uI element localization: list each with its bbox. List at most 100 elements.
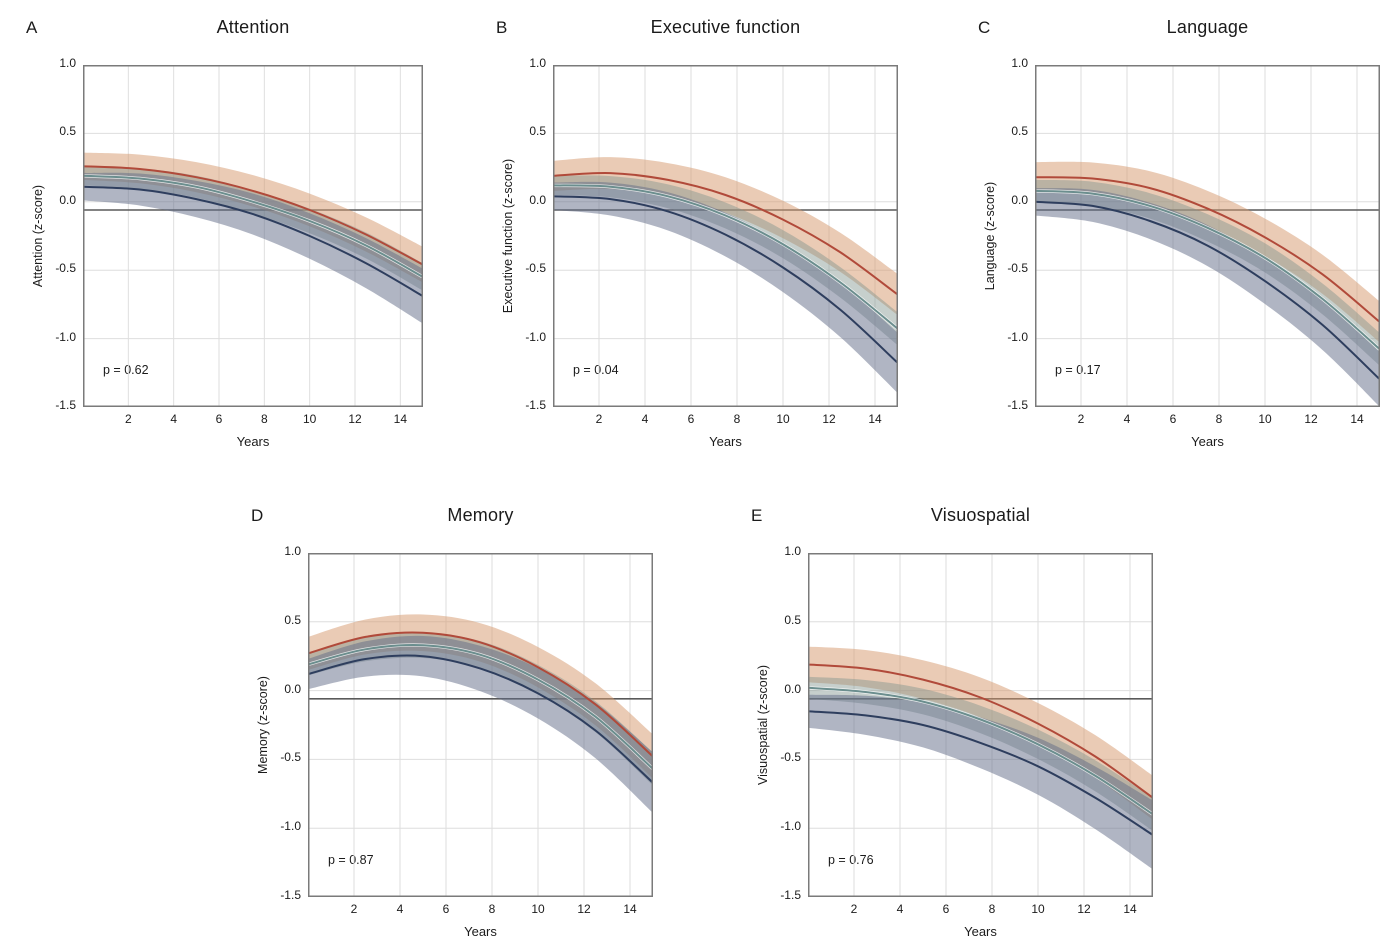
red-confidence-band [808,646,1153,820]
panel-title: Executive function [650,17,801,37]
red-trend-line [83,165,423,266]
x-tick-label: 12 [822,412,836,426]
y-tick-label: 0.5 [784,612,801,627]
y-tick-label: -1.0 [280,819,301,834]
x-tick-label: 12 [577,902,591,916]
teal-trend-line [808,686,1153,816]
x-tick-label: 4 [170,412,177,426]
x-tick-label: 10 [1031,902,1045,916]
x-tick-label: 14 [1123,902,1137,916]
red-trend-line [553,171,898,296]
x-tick-label: 14 [868,412,882,426]
panel-letter: B [496,18,508,37]
teal-trend-line [83,174,423,278]
panel-letter: C [978,18,991,37]
x-tick-label: 8 [733,412,741,426]
x-tick-label: 10 [531,902,545,916]
x-tick-label: 10 [1258,412,1272,426]
y-tick-label: -0.5 [1007,261,1028,276]
navy-confidence-band [308,635,653,814]
y-tick-label: 0.0 [529,192,546,207]
navy-confidence-band [1035,188,1380,407]
x-tick-label: 12 [1077,902,1091,916]
red-trend-line [808,663,1153,799]
x-tick-label: 6 [1169,412,1177,426]
y-tick-label: 0.5 [284,612,301,627]
y-tick-label: -0.5 [525,261,546,276]
teal-trend-line [1035,189,1380,351]
p-value-label: p = 0.04 [573,363,619,377]
x-tick-label: 2 [124,412,132,426]
panel-title: Attention [216,17,290,37]
x-tick-label: 4 [1123,412,1131,426]
y-tick-label: 1.0 [59,56,76,70]
teal-confidence-band [808,676,1153,831]
y-tick-label: -1.5 [280,888,301,902]
panel-letter: A [26,18,38,37]
x-tick-label: 14 [623,902,637,916]
x-axis-label: Years [964,924,997,939]
plot-border [83,65,423,407]
x-axis-label: Years [236,434,270,449]
x-tick-label: 2 [350,902,358,916]
y-tick-label: 1.0 [284,544,301,558]
plot-border [1035,65,1380,407]
panel-plot-area [1035,65,1380,407]
y-tick-label: 0.0 [784,681,801,696]
x-tick-label: 14 [393,412,407,426]
p-value-label: p = 0.76 [828,853,874,867]
p-value-label: p = 0.17 [1055,363,1101,377]
x-tick-label: 12 [348,412,362,426]
y-tick-label: -0.5 [55,261,76,276]
x-tick-label: 8 [260,412,268,426]
x-tick-label: 12 [1304,412,1318,426]
y-tick-label: 0.5 [59,124,76,139]
y-tick-label: -1.0 [525,329,546,344]
navy-trend-line [808,710,1153,836]
navy-confidence-band [83,172,423,324]
x-tick-label: 10 [776,412,790,426]
y-tick-label: 0.5 [1011,124,1028,139]
red-trend-line [1035,176,1380,323]
x-tick-label: 6 [215,412,223,426]
panel-letter: D [251,506,264,525]
x-tick-label: 8 [1215,412,1223,426]
x-tick-label: 4 [396,902,404,916]
navy-trend-line [308,654,653,784]
x-tick-label: 4 [896,902,904,916]
y-tick-label: -1.0 [55,329,76,344]
x-tick-label: 2 [595,412,603,426]
navy-trend-line [83,185,423,298]
y-tick-label: -0.5 [280,750,301,765]
x-tick-label: 2 [1077,412,1085,426]
red-confidence-band [1035,161,1380,343]
y-tick-label: 1.0 [784,544,801,558]
y-tick-label: -1.5 [1007,398,1028,412]
y-tick-label: 1.0 [1011,56,1028,70]
y-tick-label: 1.0 [529,56,546,70]
x-tick-label: 6 [442,902,450,916]
y-tick-label: -1.0 [1007,329,1028,344]
x-axis-label: Years [709,434,742,449]
plot-border [808,553,1153,897]
y-axis-label: Executive function (z-score) [500,158,515,314]
y-tick-label: -1.5 [525,398,546,412]
x-tick-label: 14 [1350,412,1364,426]
y-tick-label: 0.0 [59,192,76,207]
x-axis-label: Years [1191,434,1224,449]
navy-confidence-band [553,181,898,394]
panel-plot-area [308,553,653,897]
x-tick-label: 6 [942,902,950,916]
panel-plot-area [83,65,423,407]
p-value-label: p = 0.87 [328,853,374,867]
panel-title: Language [1166,17,1249,37]
x-tick-label: 6 [687,412,695,426]
panel-plot-area [808,553,1153,897]
y-tick-label: 0.0 [1011,192,1028,207]
teal-trend-line [308,643,653,770]
p-value-label: p = 0.62 [103,363,149,377]
navy-trend-line [553,195,898,364]
teal-trend-line [553,184,898,330]
x-tick-label: 10 [302,412,317,426]
